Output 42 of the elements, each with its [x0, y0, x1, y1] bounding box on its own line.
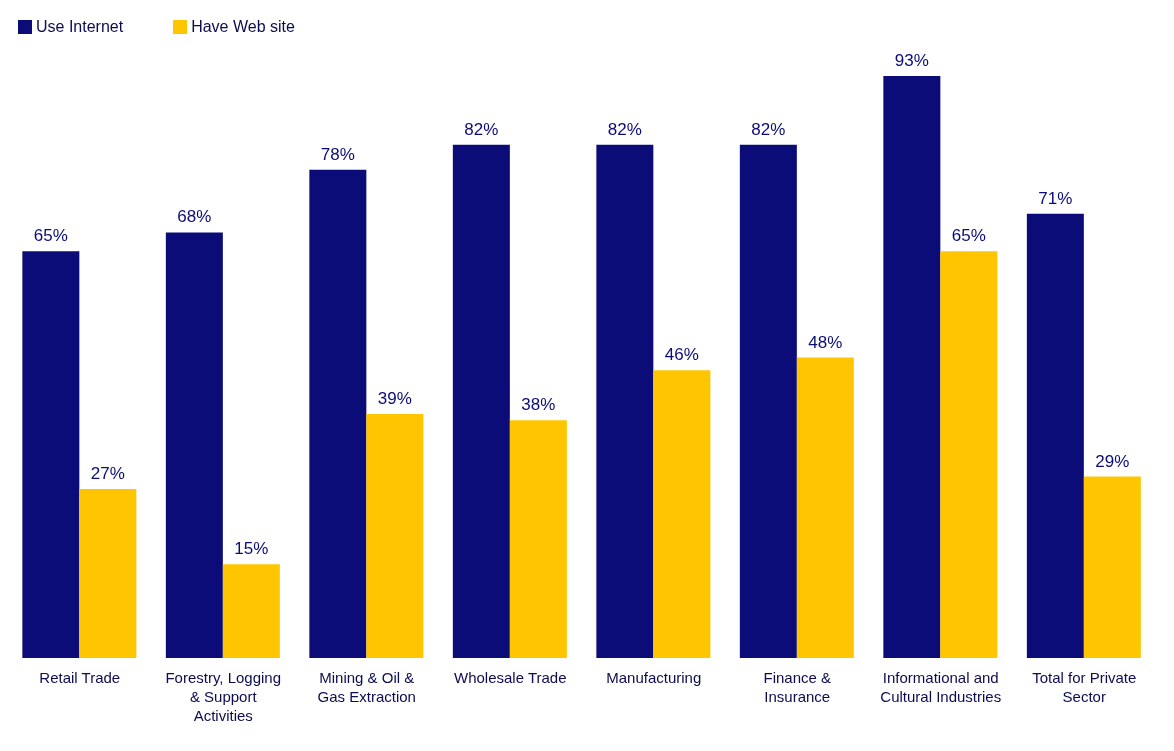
legend-label: Use Internet — [35, 18, 124, 36]
x-tick-label: Retail Trade — [39, 668, 121, 686]
x-tick-label: Forestry, Logging & Support Activities — [165, 668, 282, 724]
data-label: 82% — [751, 119, 786, 139]
bar — [22, 251, 80, 658]
data-label: 93% — [894, 51, 929, 70]
x-tick-label: Informational and Cultural Industries — [880, 668, 1002, 705]
data-label: 71% — [1038, 188, 1073, 208]
data-label: 82% — [464, 119, 499, 139]
bar — [452, 144, 510, 658]
bar — [222, 564, 280, 658]
bar — [796, 357, 854, 658]
data-label: 82% — [607, 119, 642, 139]
data-label: 46% — [664, 345, 699, 365]
bar — [509, 420, 567, 658]
data-label: 39% — [377, 388, 412, 408]
bar — [1083, 476, 1141, 658]
x-tick-label: Total for Private Sector — [1032, 668, 1137, 705]
bar — [739, 144, 797, 658]
data-label: 65% — [33, 226, 68, 246]
bar — [883, 76, 941, 658]
bar — [596, 144, 654, 658]
data-label: 38% — [521, 395, 556, 415]
x-tick-label: Finance & Insurance — [763, 668, 832, 705]
bar — [940, 251, 998, 658]
bar — [366, 413, 424, 658]
data-label: 78% — [320, 144, 355, 164]
bar — [165, 232, 223, 658]
x-tick-label: Wholesale Trade — [453, 668, 567, 686]
x-tick-label: Mining & Oil & Gas Extraction — [317, 668, 416, 705]
bar — [79, 489, 137, 658]
bar — [1026, 213, 1084, 658]
data-label: 68% — [177, 207, 212, 227]
legend-label: Have Web site — [190, 18, 295, 36]
bar — [653, 370, 711, 658]
x-tick-label: Manufacturing — [606, 668, 702, 686]
data-label: 65% — [951, 226, 986, 246]
data-label: 27% — [90, 464, 125, 484]
data-label: 15% — [234, 539, 269, 559]
data-label: 48% — [808, 332, 843, 352]
bar — [309, 169, 367, 658]
data-label: 29% — [1095, 451, 1130, 471]
